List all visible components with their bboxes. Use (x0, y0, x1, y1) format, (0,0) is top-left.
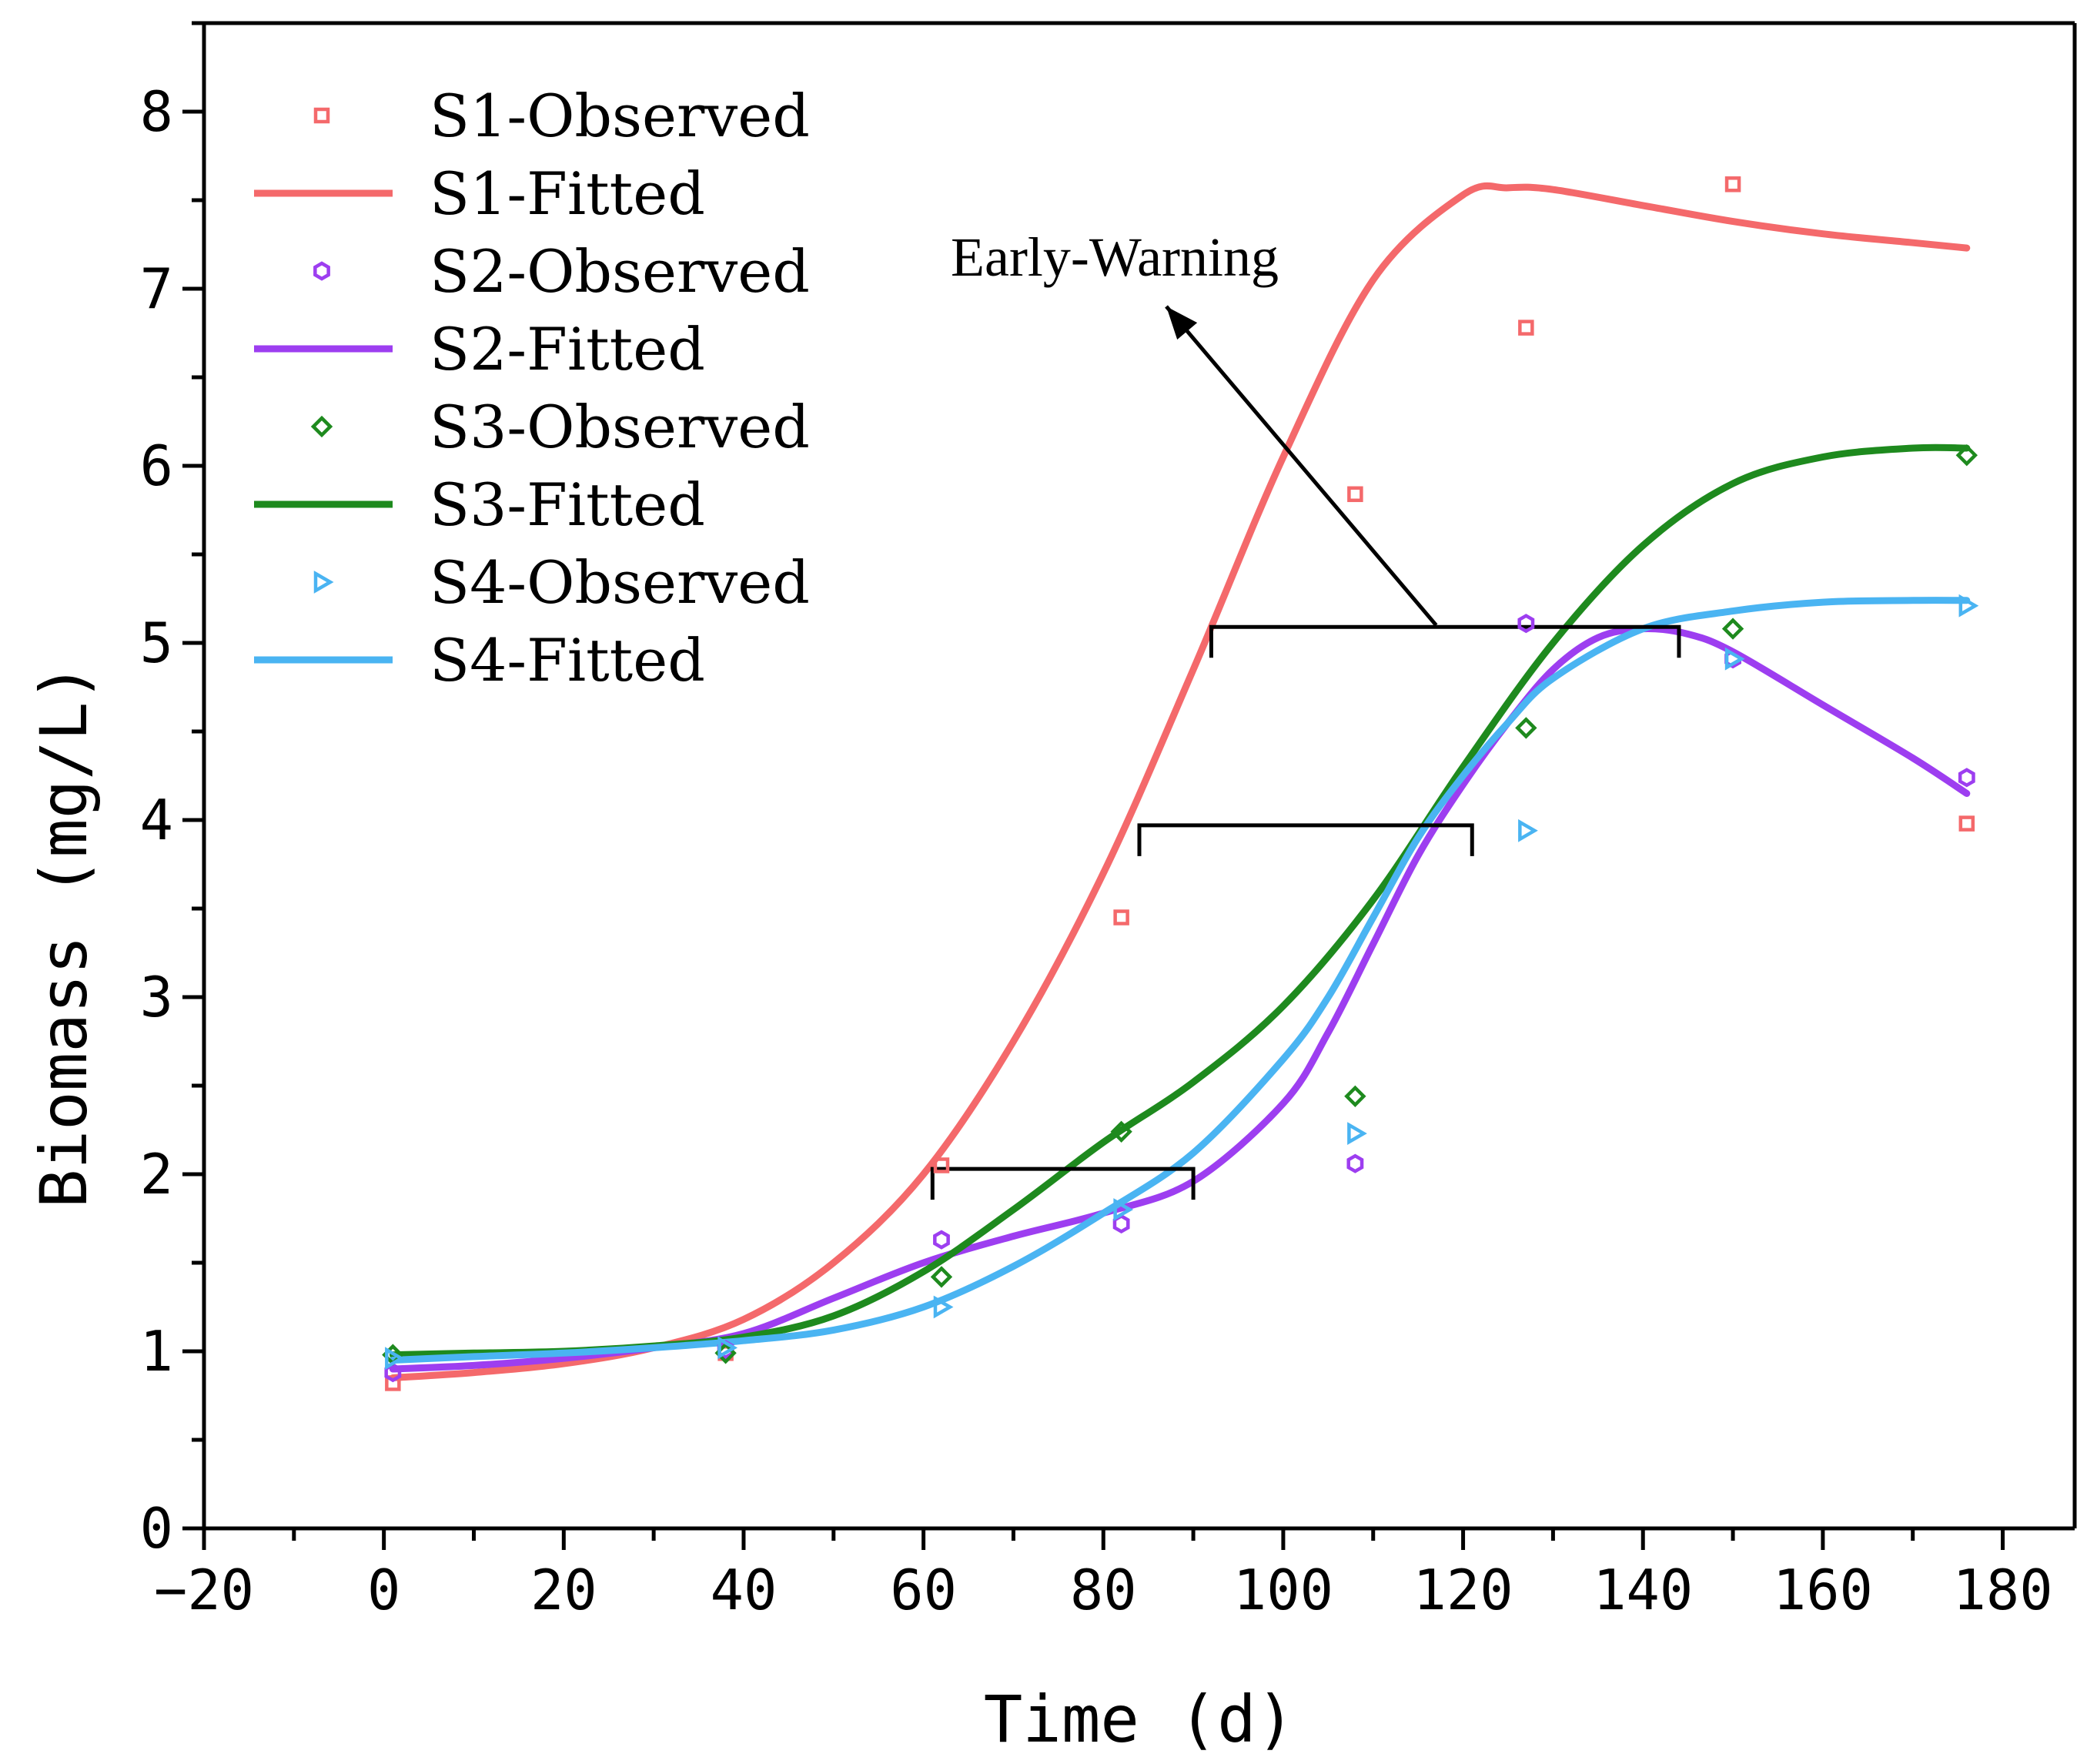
observed-markers (382, 176, 1979, 1391)
s1-observed-point (385, 1375, 401, 1391)
x-tick-label: −20 (154, 1558, 254, 1622)
annotation: Early-Warning (951, 226, 1438, 627)
legend-label: S3-Fitted (430, 470, 705, 539)
s4-observed-point (717, 1336, 738, 1360)
legend-label: S2-Fitted (430, 315, 705, 383)
x-tick-label: 60 (890, 1558, 957, 1622)
s3-observed-point (1721, 618, 1744, 640)
s2-fitted-line (389, 624, 1971, 1373)
s3-observed-point (1515, 717, 1537, 739)
s3-observed-point (930, 1266, 953, 1288)
legend-item-s2-observed[interactable]: S2-Observed (313, 237, 810, 306)
y-tick-label: 2 (140, 1142, 173, 1207)
y-tick-label: 7 (140, 256, 173, 321)
x-tick-label: 180 (1953, 1558, 2053, 1622)
legend-item-s2-fitted[interactable]: S2-Fitted (254, 315, 705, 383)
y-tick-label: 6 (140, 433, 173, 498)
y-tick-label: 1 (140, 1319, 173, 1384)
legend-marker (310, 415, 333, 438)
legend-marker (313, 107, 330, 124)
x-tick-label: 120 (1413, 1558, 1513, 1622)
s1-observed-point (1113, 909, 1129, 926)
s1-observed-point (933, 1157, 950, 1173)
annotation-arrowhead (1166, 306, 1198, 340)
x-tick-label: 140 (1593, 1558, 1693, 1622)
y-tick-label: 0 (140, 1496, 173, 1561)
s1-fitted-line (389, 182, 1971, 1381)
y-tick-label: 5 (140, 611, 173, 675)
legend-label: S3-Observed (430, 393, 810, 461)
legend-label: S2-Observed (430, 237, 810, 306)
legend-label: S4-Observed (430, 548, 810, 617)
fitted-lines (389, 182, 1971, 1381)
x-axis-title: Time (d) (984, 1682, 1296, 1757)
bracket (1209, 624, 1681, 658)
legend-item-s3-fitted[interactable]: S3-Fitted (254, 470, 705, 539)
legend-item-s3-observed[interactable]: S3-Observed (310, 393, 810, 461)
x-tick-label: 40 (711, 1558, 778, 1622)
annotation-early-warning: Early-Warning (951, 226, 1279, 288)
legend[interactable]: S1-Observed S1-Fitted S2-Observed S2-Fitted… (254, 82, 810, 695)
s1-observed-point (1958, 815, 1975, 832)
s3-observed-point (1110, 1120, 1132, 1143)
s2-observed-point (1346, 1153, 1364, 1173)
s2-observed-point (1517, 614, 1535, 634)
s4-observed-point (1958, 594, 1979, 618)
x-tick-label: 0 (367, 1558, 400, 1622)
legend-marker (313, 571, 334, 594)
s4-observed-point (385, 1347, 405, 1371)
s4-observed-point (1347, 1122, 1367, 1146)
annotation-arrow-line (1165, 305, 1438, 627)
x-tick-label: 20 (530, 1558, 597, 1622)
s3-observed-point (1344, 1085, 1366, 1107)
legend-item-s4-fitted[interactable]: S4-Fitted (254, 626, 705, 695)
legend-item-s4-observed[interactable]: S4-Observed (313, 548, 810, 617)
s4-fitted-line (389, 597, 1971, 1364)
legend-item-s1-observed[interactable]: S1-Observed (313, 82, 810, 150)
s3-observed-point (1955, 444, 1978, 467)
s2-observed-point (1958, 768, 1975, 788)
legend-marker (313, 261, 330, 281)
y-tick-label: 3 (140, 965, 173, 1029)
brackets (930, 624, 1681, 1200)
bracket (930, 1167, 1196, 1200)
s4-observed-point (1724, 647, 1745, 671)
legend-label: S1-Observed (430, 82, 810, 150)
bracket (1137, 823, 1474, 856)
x-tick-label: 160 (1773, 1558, 1873, 1622)
s1-observed-point (1518, 320, 1534, 336)
s1-observed-point (1347, 486, 1363, 503)
s4-observed-point (1113, 1198, 1134, 1221)
s2-observed-point (933, 1230, 950, 1250)
s4-observed-point (933, 1295, 954, 1319)
x-tick-label: 80 (1070, 1558, 1137, 1622)
s4-observed-point (1518, 818, 1538, 842)
y-tick-label: 8 (140, 79, 173, 144)
y-tick-label: 4 (140, 788, 173, 852)
y-axis-title: Biomass (mg/L) (26, 663, 102, 1208)
s1-observed-point (1724, 176, 1741, 192)
legend-item-s1-fitted[interactable]: S1-Fitted (254, 159, 705, 228)
legend-label: S1-Fitted (430, 159, 705, 228)
x-tick-label: 100 (1233, 1558, 1333, 1622)
legend-label: S4-Fitted (430, 626, 705, 695)
